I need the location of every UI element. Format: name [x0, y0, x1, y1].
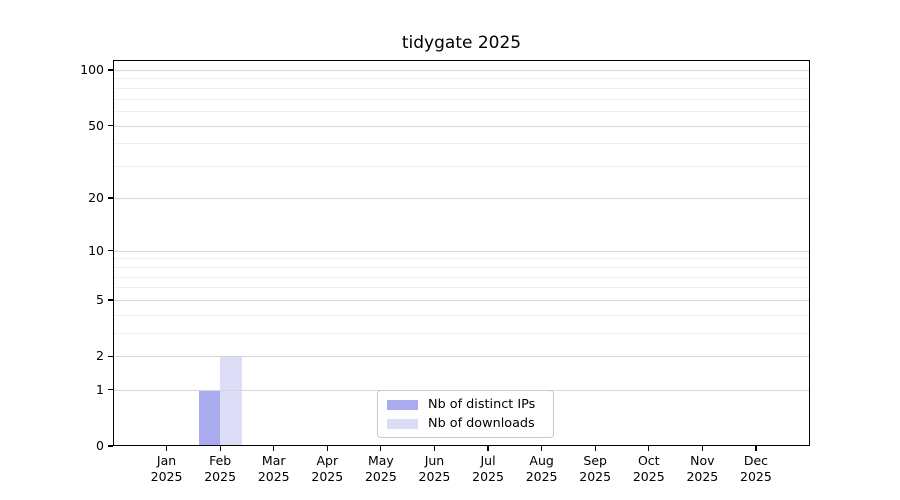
y-tick-100	[108, 69, 113, 71]
legend-label-downloads: Nb of downloads	[428, 416, 535, 431]
gridline-minor-30	[113, 166, 810, 168]
y-tick-label-1: 1	[96, 381, 104, 397]
x-tick-may	[380, 446, 382, 451]
x-tick-label-jan: Jan 2025	[150, 453, 183, 484]
y-tick-0	[108, 445, 113, 447]
x-tick-label-sep: Sep 2025	[579, 453, 612, 484]
gridline-minor-90	[113, 78, 810, 80]
gridline-major-20	[113, 197, 810, 199]
x-tick-aug	[541, 446, 543, 451]
x-tick-apr	[326, 446, 328, 451]
gridline-minor-9	[113, 258, 810, 260]
gridline-minor-4	[113, 314, 810, 316]
bar-downloads-feb	[220, 356, 242, 446]
plot-border	[113, 60, 810, 446]
legend-label-distinct-ips: Nb of distinct IPs	[428, 397, 536, 412]
x-tick-label-jul: Jul 2025	[472, 453, 504, 484]
x-tick-nov	[701, 446, 703, 451]
x-tick-label-feb: Feb 2025	[204, 453, 237, 484]
gridline-major-2	[113, 356, 810, 358]
y-tick-5	[108, 299, 113, 301]
x-tick-label-apr: Apr 2025	[311, 453, 344, 484]
x-tick-label-mar: Mar 2025	[257, 453, 290, 484]
gridline-minor-8	[113, 266, 810, 268]
chart-title: tidygate 2025	[401, 33, 522, 53]
y-tick-50	[108, 125, 113, 127]
x-tick-sep	[594, 446, 596, 451]
legend: Nb of distinct IPs Nb of downloads	[377, 390, 554, 438]
gridline-minor-7	[113, 276, 810, 278]
gridline-major-50	[113, 125, 810, 127]
y-tick-label-2: 2	[96, 348, 104, 364]
gridline-minor-70	[113, 98, 810, 100]
downloads-swatch	[387, 418, 418, 429]
y-tick-label-50: 50	[88, 117, 104, 133]
legend-item-downloads: Nb of downloads	[387, 416, 544, 431]
x-tick-mar	[273, 446, 275, 451]
y-tick-10	[108, 250, 113, 252]
x-tick-label-oct: Oct 2025	[632, 453, 665, 484]
x-tick-oct	[648, 446, 650, 451]
x-tick-feb	[219, 446, 221, 451]
gridline-major-10	[113, 250, 810, 252]
legend-item-distinct-ips: Nb of distinct IPs	[387, 397, 544, 412]
bar-distinct-ips-feb	[198, 389, 221, 446]
y-tick-20	[108, 197, 113, 199]
x-tick-jun	[433, 446, 436, 451]
gridline-major-100	[113, 70, 810, 71]
x-tick-jul	[487, 446, 489, 451]
distinct-ips-swatch	[387, 399, 418, 410]
y-tick-label-20: 20	[88, 189, 104, 205]
gridline-minor-6	[113, 287, 810, 289]
gridline-minor-3	[113, 333, 810, 335]
gridline-minor-60	[113, 111, 810, 113]
gridline-major-5	[113, 300, 810, 302]
x-tick-label-aug: Aug 2025	[525, 453, 558, 484]
y-tick-label-10: 10	[88, 242, 104, 258]
x-tick-dec	[755, 446, 757, 451]
y-tick-label-100: 100	[80, 62, 104, 77]
x-tick-label-may: May 2025	[364, 453, 397, 484]
gridline-minor-80	[113, 87, 810, 89]
y-tick-label-0: 0	[96, 438, 104, 453]
y-tick-label-5: 5	[96, 292, 104, 308]
x-tick-label-nov: Nov 2025	[686, 453, 719, 484]
y-tick-1	[108, 388, 113, 391]
gridline-minor-40	[113, 143, 810, 145]
x-tick-label-jun: Jun 2025	[418, 453, 451, 484]
y-tick-2	[108, 355, 113, 358]
x-tick-label-dec: Dec 2025	[740, 453, 772, 484]
x-tick-jan	[165, 446, 168, 451]
